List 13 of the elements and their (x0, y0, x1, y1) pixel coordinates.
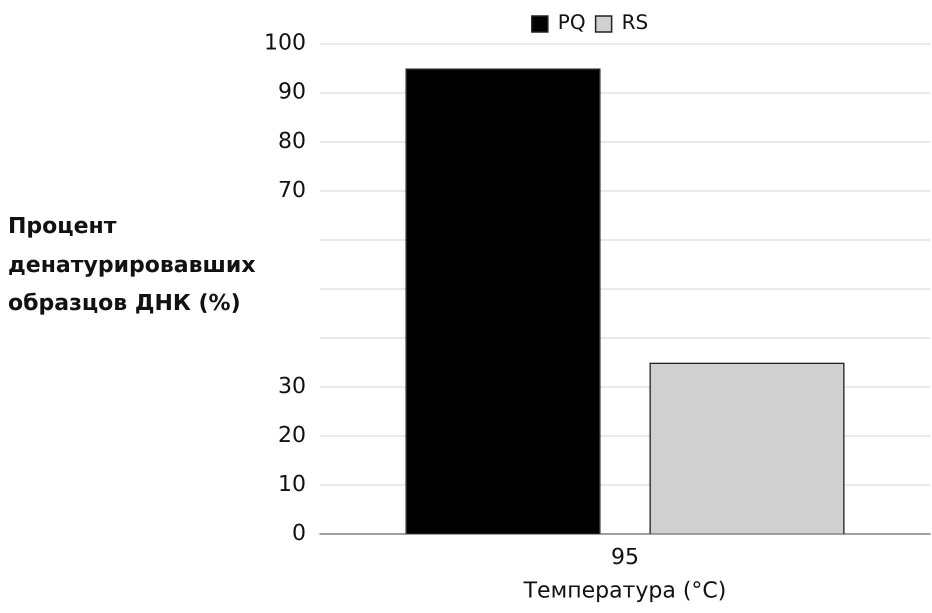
legend-label: RS (622, 10, 648, 34)
y-tick-label: 0 (292, 520, 306, 546)
y-tick-label: 90 (278, 80, 306, 105)
y-tick-label: 70 (278, 178, 306, 203)
y-tick-label: 10 (278, 472, 306, 497)
y-tick-label: 100 (264, 30, 306, 56)
x-axis-title: Температура (°C) (522, 578, 726, 604)
x-tick-label: 95 (610, 545, 639, 570)
y-tick-label: 30 (278, 374, 306, 399)
y-tick-label: 20 (278, 422, 306, 448)
y-axis-title: Процент денатурировавших образцов ДНК (%) (8, 213, 257, 318)
legend-label: PQ (558, 10, 586, 34)
y-tick-label: 80 (278, 128, 306, 154)
